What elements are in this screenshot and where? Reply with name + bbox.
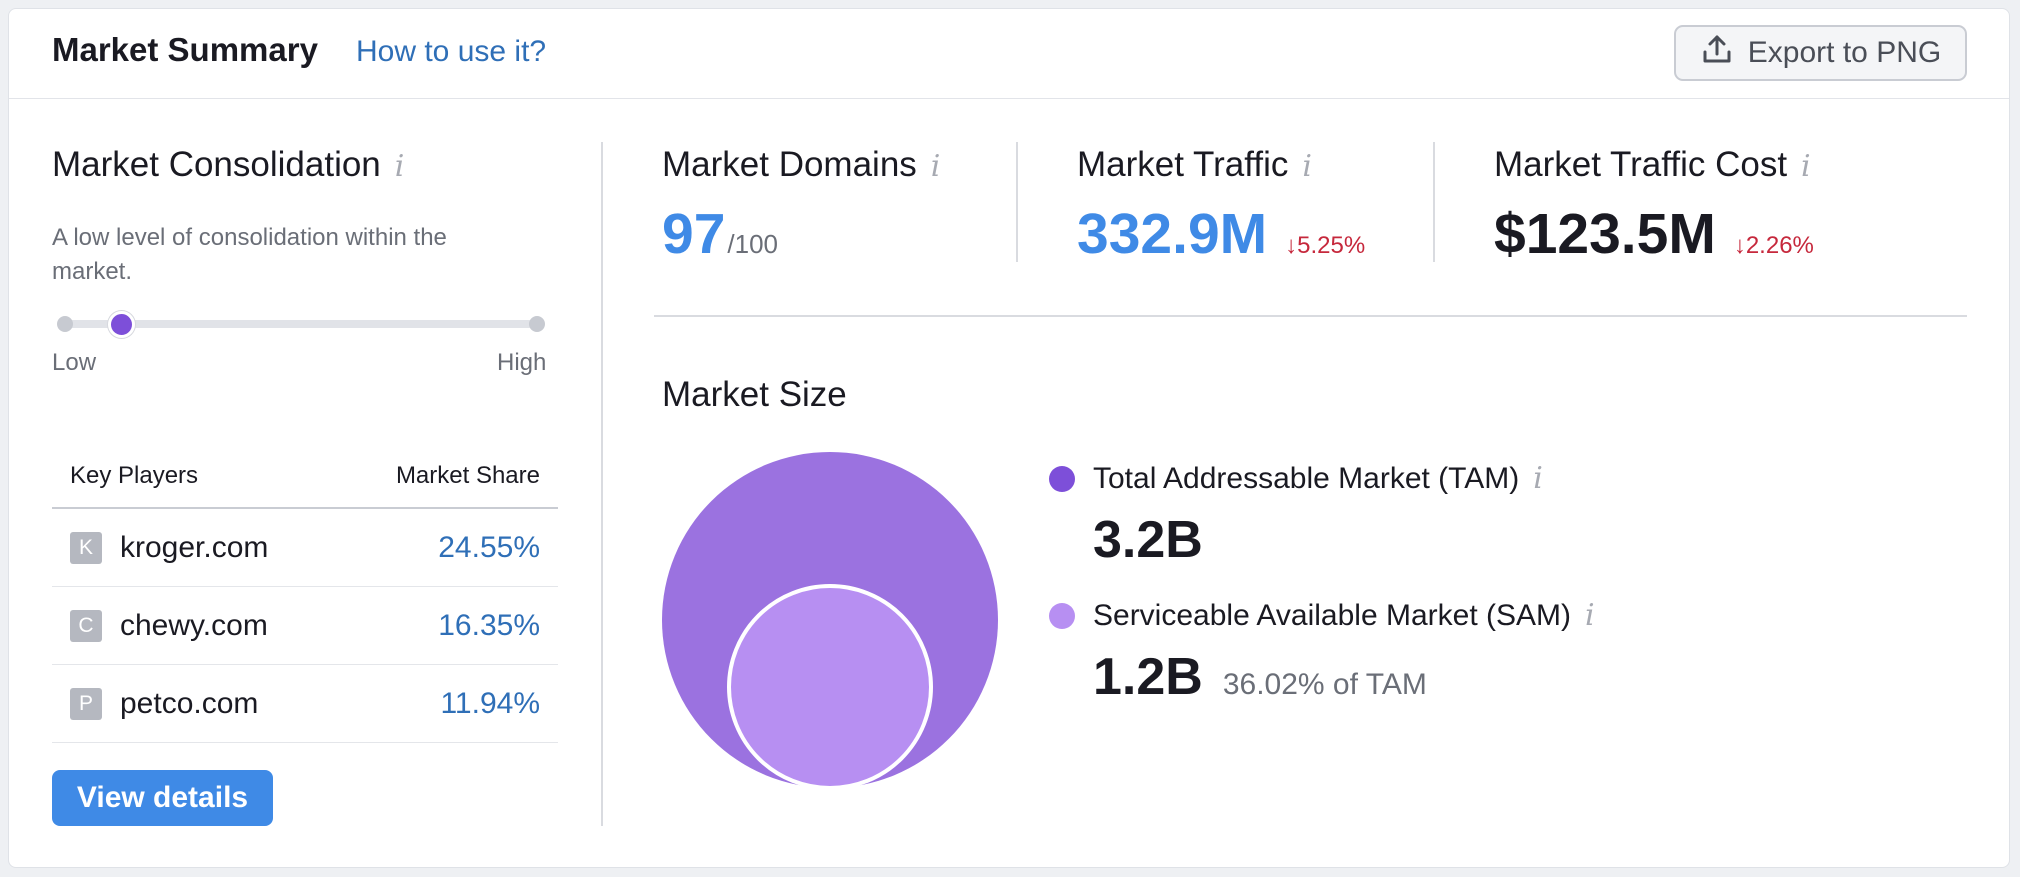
slider-high-label: High — [497, 349, 547, 376]
favicon-icon: C — [70, 609, 102, 642]
table-row: P petco.com 11.94% — [52, 665, 558, 743]
slider-thumb — [108, 311, 135, 338]
player-share[interactable]: 24.55% — [438, 530, 540, 564]
favicon-icon: K — [70, 531, 102, 564]
info-icon[interactable]: i — [930, 149, 941, 184]
export-label: Export to PNG — [1747, 36, 1942, 69]
tam-value: 3.2B — [1093, 511, 1203, 569]
table-row: C chewy.com 16.35% — [52, 587, 558, 665]
page-title: Market Summary — [52, 31, 318, 68]
sam-legend: Serviceable Available Market (SAM) i 1.2… — [1049, 598, 1595, 707]
slider-low-label: Low — [52, 349, 97, 376]
info-icon[interactable]: i — [1801, 149, 1811, 184]
card-header: Market Summary How to use it? Export to … — [9, 9, 2009, 99]
player-share[interactable]: 11.94% — [440, 686, 540, 720]
market-traffic-cost-value: $123.5M ↓2.26% — [1494, 202, 1814, 266]
info-icon[interactable]: i — [1533, 461, 1543, 496]
info-icon[interactable]: i — [1584, 598, 1595, 633]
info-icon[interactable]: i — [1302, 149, 1312, 184]
section-divider — [654, 315, 1967, 317]
favicon-icon: P — [70, 687, 102, 720]
market-traffic-title: Market Traffic i — [1077, 145, 1312, 184]
consolidation-slider — [57, 309, 545, 339]
sam-circle — [727, 584, 933, 788]
cost-change: ↓2.26% — [1733, 232, 1814, 259]
sam-share-of-tam: 36.02% of TAM — [1222, 668, 1427, 701]
how-to-use-link[interactable]: How to use it? — [356, 35, 547, 68]
slider-max-dot — [529, 316, 545, 332]
upload-icon — [1700, 32, 1734, 74]
metric-divider — [1016, 142, 1018, 262]
col-market-share: Market Share — [395, 462, 540, 489]
sam-dot — [1049, 602, 1075, 629]
tam-label: Total Addressable Market (TAM) — [1093, 461, 1520, 495]
slider-min-dot — [57, 316, 73, 332]
market-size-title: Market Size — [662, 375, 847, 414]
consolidation-title: Market Consolidation i — [52, 145, 405, 184]
traffic-change: ↓5.25% — [1285, 232, 1366, 259]
player-share[interactable]: 16.35% — [438, 608, 540, 642]
column-divider — [601, 142, 603, 826]
player-domain: kroger.com — [120, 530, 269, 564]
market-summary-card: Market Summary How to use it? Export to … — [8, 8, 2010, 868]
key-players-table: Key Players Market Share K kroger.com 24… — [52, 445, 558, 743]
market-traffic-value: 332.9M ↓5.25% — [1077, 202, 1366, 266]
market-domains-title: Market Domains i — [662, 145, 941, 184]
player-domain: chewy.com — [120, 608, 268, 642]
market-size-circles — [662, 452, 998, 788]
slider-track — [63, 320, 533, 328]
export-png-button[interactable]: Export to PNG — [1674, 25, 1967, 81]
sam-label: Serviceable Available Market (SAM) — [1093, 598, 1571, 632]
consolidation-description: A low level of consolidation within the … — [52, 224, 447, 285]
tam-legend: Total Addressable Market (TAM) i 3.2B — [1049, 461, 1543, 570]
player-domain: petco.com — [120, 686, 259, 720]
market-traffic-cost-title: Market Traffic Cost i — [1494, 145, 1811, 184]
view-details-button[interactable]: View details — [52, 770, 273, 826]
table-header: Key Players Market Share — [52, 445, 558, 509]
market-domains-value: 97 /100 — [662, 202, 779, 266]
info-icon[interactable]: i — [394, 149, 405, 184]
tam-dot — [1049, 465, 1075, 492]
sam-value: 1.2B — [1093, 648, 1203, 706]
metric-divider — [1433, 142, 1435, 262]
table-row: K kroger.com 24.55% — [52, 509, 558, 587]
col-key-players: Key Players — [70, 462, 199, 489]
